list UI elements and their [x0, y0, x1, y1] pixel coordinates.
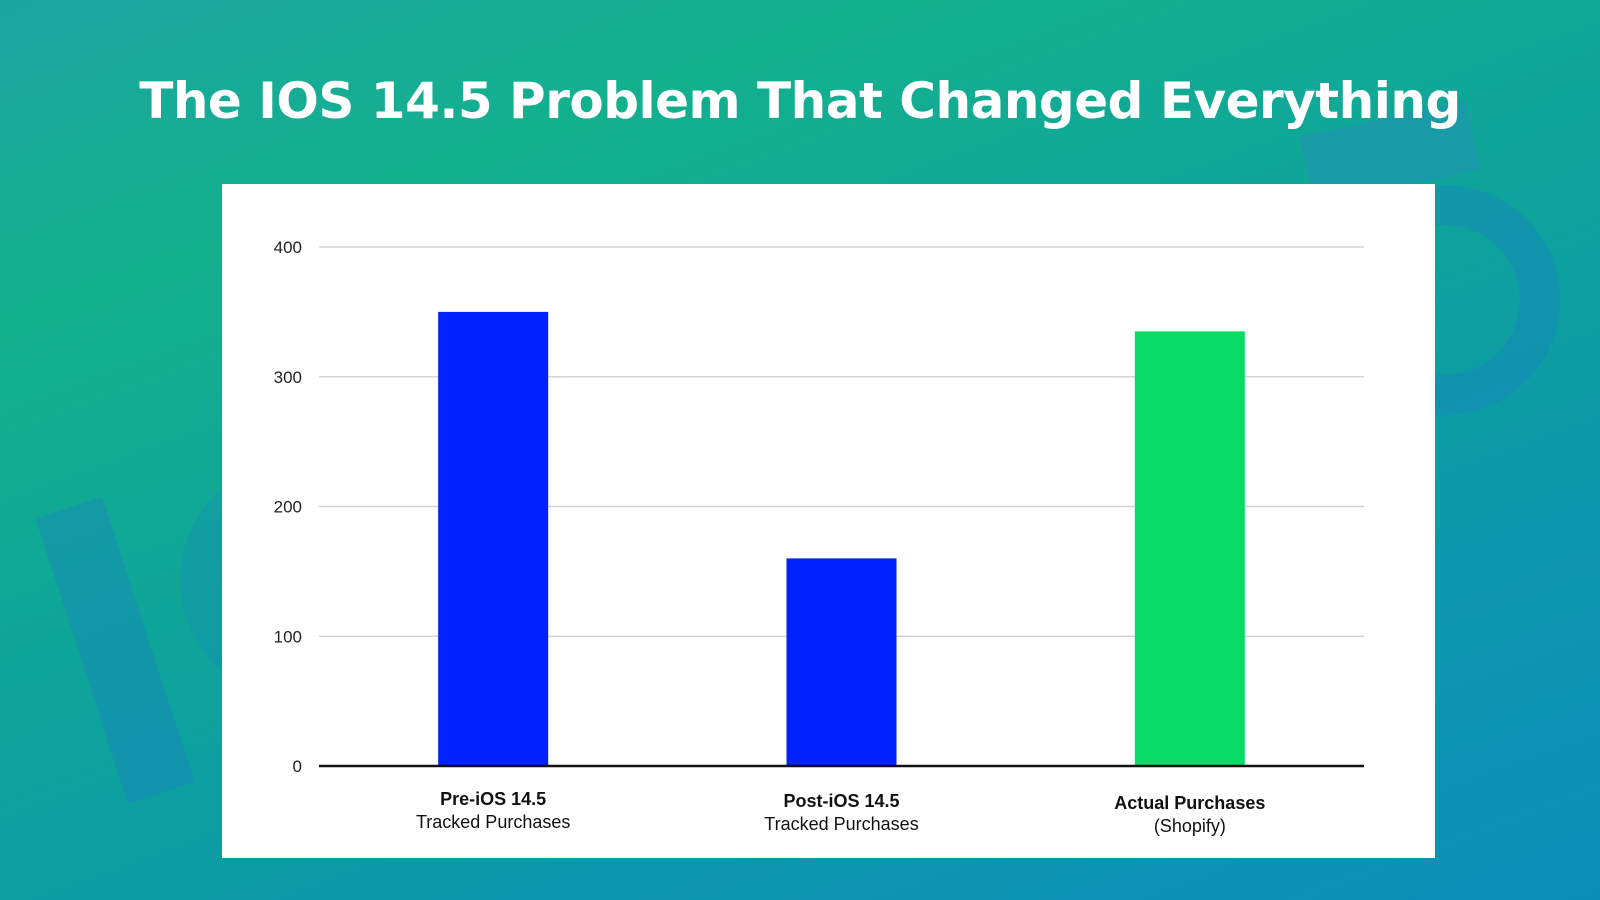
y-tick-label: 100 [274, 627, 302, 646]
x-category-label: Actual Purchases (Shopify) [1050, 792, 1330, 838]
x-category-label: Post-iOS 14.5 Tracked Purchases [702, 790, 982, 836]
x-category-label-line1: Post-iOS 14.5 [783, 791, 900, 811]
chart-card: 0 100 200 300 400 Pre-iOS 14.5 Tracked Purch… [222, 184, 1435, 858]
bar [786, 558, 897, 766]
bar [438, 311, 549, 766]
x-category-label-line1: Actual Purchases [1114, 793, 1266, 813]
y-tick-label: 300 [274, 368, 302, 387]
y-tick-label: 400 [274, 238, 302, 257]
bar-chart: 0 100 200 300 400 [274, 238, 1364, 776]
x-category-label: Pre-iOS 14.5 Tracked Purchases [353, 788, 633, 834]
x-category-label-line2: Tracked Purchases [764, 814, 919, 834]
slide-title: The IOS 14.5 Problem That Changed Everyt… [139, 72, 1461, 130]
x-category-label-line2: Tracked Purchases [415, 812, 571, 832]
x-category-label-line2: (Shopify) [1153, 816, 1226, 836]
y-tick-label: 0 [293, 757, 302, 776]
y-tick-label: 200 [274, 498, 302, 517]
x-category-label-line1: Pre-iOS 14.5 [440, 789, 547, 809]
bar [1134, 331, 1245, 766]
